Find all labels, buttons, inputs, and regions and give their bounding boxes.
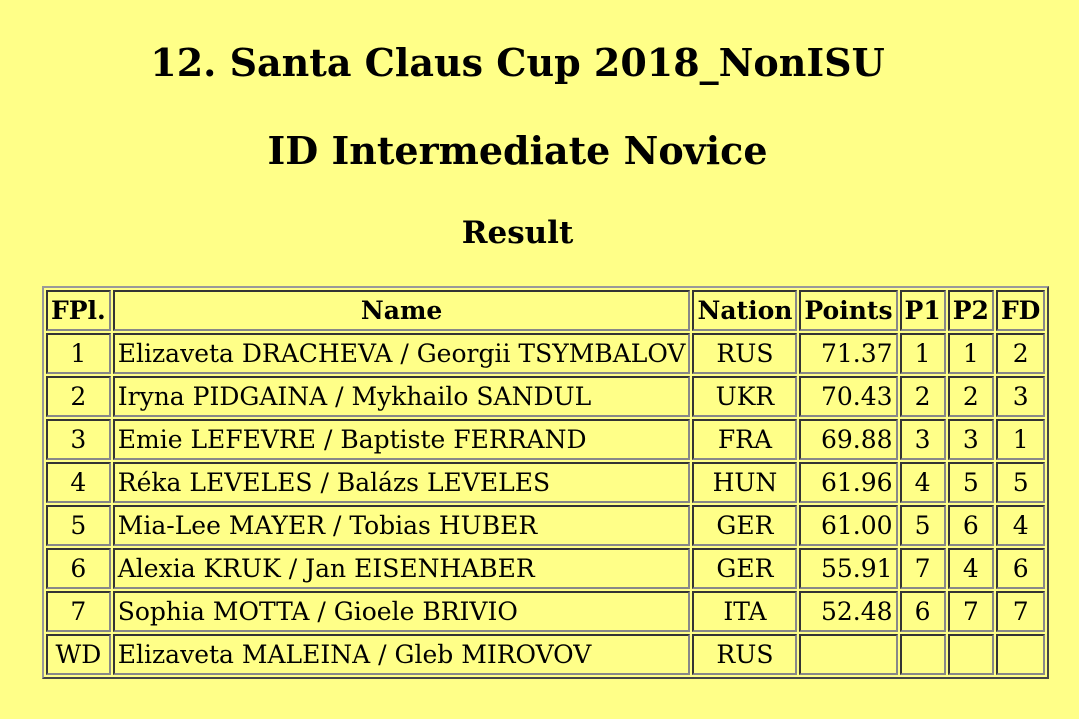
column-header-fd: FD (995, 290, 1046, 331)
cell-p1: 5 (899, 505, 946, 546)
cell-name: Elizaveta MALEINA / Gleb MIROVOV (112, 634, 691, 675)
cell-p2: 7 (947, 591, 994, 632)
cell-fd: 1 (995, 419, 1046, 460)
cell-fpl: 6 (46, 548, 111, 589)
table-row: 5 Mia-Lee MAYER / Tobias HUBER GER 61.00… (46, 505, 1046, 546)
column-header-p2: P2 (947, 290, 994, 331)
table-row: 6 Alexia KRUK / Jan EISENHABER GER 55.91… (46, 548, 1046, 589)
cell-p2: 5 (947, 462, 994, 503)
cell-p1: 6 (899, 591, 946, 632)
cell-fpl: WD (46, 634, 111, 675)
table-row: 2 Iryna PIDGAINA / Mykhailo SANDUL UKR 7… (46, 376, 1046, 417)
cell-nation: RUS (692, 333, 798, 374)
cell-fpl: 7 (46, 591, 111, 632)
cell-p2: 2 (947, 376, 994, 417)
cell-points: 70.43 (799, 376, 898, 417)
section-title: Result (461, 215, 574, 251)
column-header-points: Points (799, 290, 898, 331)
cell-points: 61.00 (799, 505, 898, 546)
cell-fd: 4 (995, 505, 1046, 546)
cell-nation: GER (692, 548, 798, 589)
cell-nation: UKR (692, 376, 798, 417)
cell-fpl: 5 (46, 505, 111, 546)
cell-name: Sophia MOTTA / Gioele BRIVIO (112, 591, 691, 632)
cell-points: 52.48 (799, 591, 898, 632)
cell-name: Emie LEFEVRE / Baptiste FERRAND (112, 419, 691, 460)
table-row: WD Elizaveta MALEINA / Gleb MIROVOV RUS (46, 634, 1046, 675)
cell-name: Elizaveta DRACHEVA / Georgii TSYMBALOV (112, 333, 691, 374)
cell-p1 (899, 634, 946, 675)
category-title: ID Intermediate Novice (267, 128, 768, 173)
cell-nation: HUN (692, 462, 798, 503)
header-row: FPl. Name Nation Points P1 P2 FD (46, 290, 1046, 331)
cell-name: Mia-Lee MAYER / Tobias HUBER (112, 505, 691, 546)
cell-nation: GER (692, 505, 798, 546)
cell-p2: 3 (947, 419, 994, 460)
table-row: 1 Elizaveta DRACHEVA / Georgii TSYMBALOV… (46, 333, 1046, 374)
cell-fpl: 2 (46, 376, 111, 417)
cell-fpl: 4 (46, 462, 111, 503)
cell-fd: 5 (995, 462, 1046, 503)
cell-nation: FRA (692, 419, 798, 460)
cell-points: 71.37 (799, 333, 898, 374)
cell-p2: 1 (947, 333, 994, 374)
cell-nation: RUS (692, 634, 798, 675)
cell-name: Réka LEVELES / Balázs LEVELES (112, 462, 691, 503)
cell-p1: 2 (899, 376, 946, 417)
cell-p2: 4 (947, 548, 994, 589)
cell-points: 61.96 (799, 462, 898, 503)
cell-fpl: 1 (46, 333, 111, 374)
cell-points (799, 634, 898, 675)
column-header-fpl: FPl. (46, 290, 111, 331)
column-header-p1: P1 (899, 290, 946, 331)
cell-p2: 6 (947, 505, 994, 546)
cell-fd: 2 (995, 333, 1046, 374)
event-title: 12. Santa Claus Cup 2018_NonISU (150, 40, 885, 85)
results-table: FPl. Name Nation Points P1 P2 FD 1 Eliza… (42, 286, 1050, 679)
cell-fd: 3 (995, 376, 1046, 417)
cell-fpl: 3 (46, 419, 111, 460)
cell-p1: 1 (899, 333, 946, 374)
cell-p2 (947, 634, 994, 675)
column-header-name: Name (112, 290, 691, 331)
cell-points: 69.88 (799, 419, 898, 460)
cell-p1: 3 (899, 419, 946, 460)
cell-nation: ITA (692, 591, 798, 632)
table-row: 4 Réka LEVELES / Balázs LEVELES HUN 61.9… (46, 462, 1046, 503)
cell-points: 55.91 (799, 548, 898, 589)
cell-name: Alexia KRUK / Jan EISENHABER (112, 548, 691, 589)
cell-p1: 4 (899, 462, 946, 503)
column-header-nation: Nation (692, 290, 798, 331)
cell-fd: 6 (995, 548, 1046, 589)
cell-p1: 7 (899, 548, 946, 589)
cell-fd: 7 (995, 591, 1046, 632)
table-row: 7 Sophia MOTTA / Gioele BRIVIO ITA 52.48… (46, 591, 1046, 632)
cell-fd (995, 634, 1046, 675)
cell-name: Iryna PIDGAINA / Mykhailo SANDUL (112, 376, 691, 417)
table-row: 3 Emie LEFEVRE / Baptiste FERRAND FRA 69… (46, 419, 1046, 460)
